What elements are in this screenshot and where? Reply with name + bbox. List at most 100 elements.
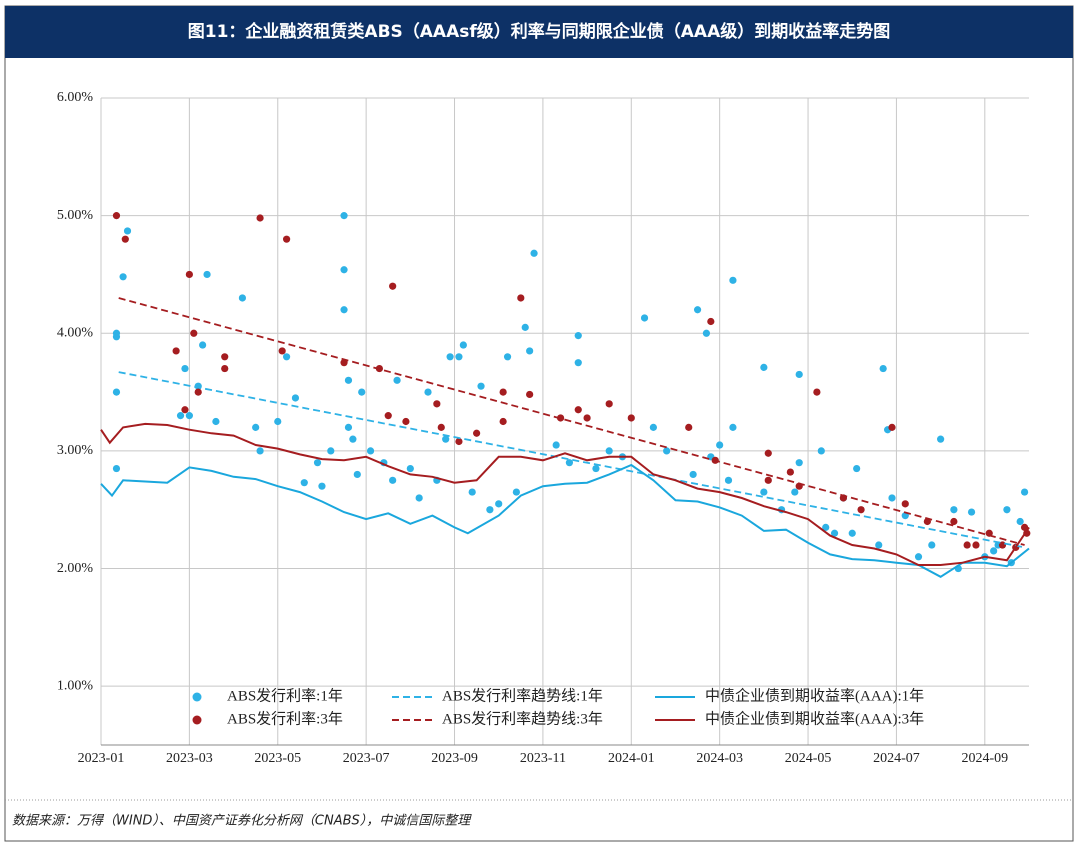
- scatter-point: [499, 417, 507, 426]
- scatter-point: [252, 423, 260, 431]
- frame: [4, 5, 1074, 842]
- legend-label: ABS发行利率趋势线:3年: [442, 710, 603, 727]
- scatter-point: [649, 423, 657, 431]
- scatter-point: [486, 506, 494, 514]
- x-tick-label: 2023-11: [520, 751, 566, 766]
- scatter-point: [521, 323, 529, 331]
- scatter-point: [914, 553, 923, 561]
- scatter-point: [455, 353, 463, 361]
- scatter-point: [123, 227, 132, 235]
- scatter-point: [353, 470, 361, 479]
- scatter-point: [433, 400, 441, 408]
- scatter-point: [349, 435, 357, 443]
- scatter-point: [212, 417, 220, 426]
- scatter-point: [605, 400, 613, 408]
- scatter-point: [574, 332, 582, 340]
- scatter-point: [256, 447, 264, 455]
- scatter-point: [1020, 488, 1029, 496]
- scatter-point: [185, 412, 193, 420]
- x-tick-label: 2023-03: [166, 751, 213, 766]
- scatter-point: [950, 506, 958, 514]
- scatter-point: [455, 437, 463, 446]
- x-tick-label: 2023-09: [431, 751, 478, 766]
- scatter-point: [366, 447, 375, 455]
- scatter-point: [185, 270, 193, 279]
- scatter-point: [928, 541, 936, 549]
- scatter-point: [707, 317, 715, 326]
- scatter-point: [424, 388, 432, 396]
- scatter-point: [685, 423, 693, 431]
- legend-label: ABS发行利率:3年: [227, 710, 343, 727]
- scatter-point: [468, 488, 476, 496]
- scatter-point: [888, 494, 896, 502]
- scatter-point: [112, 388, 121, 396]
- scatter-point: [795, 459, 803, 467]
- scatter-point: [822, 523, 830, 531]
- scatter-point: [967, 508, 976, 516]
- scatter-point: [313, 459, 322, 467]
- scatter-point: [574, 406, 582, 414]
- scatter-point: [442, 435, 450, 443]
- scatter-point: [875, 541, 883, 549]
- x-tick-label: 2024-05: [785, 751, 832, 766]
- scatter-point: [530, 249, 538, 257]
- scatter-point: [853, 464, 861, 473]
- legend-label: 中债企业债到期收益率(AAA):3年: [705, 709, 924, 727]
- scatter-point: [221, 364, 229, 373]
- scatter-point: [1016, 517, 1024, 526]
- scatter-point: [176, 412, 185, 420]
- scatter-point: [813, 388, 821, 396]
- x-tick-label: 2024-01: [608, 751, 655, 766]
- x-tick-label: 2024-09: [961, 751, 1008, 766]
- scatter-point: [283, 353, 291, 361]
- scatter-point: [327, 447, 335, 455]
- scatter-point: [760, 488, 768, 496]
- scatter-point: [1020, 523, 1029, 531]
- scatter-point: [283, 235, 291, 243]
- scatter-point: [274, 417, 282, 426]
- scatter-point: [203, 270, 211, 279]
- scatter-point: [764, 449, 772, 457]
- scatter-point: [503, 353, 512, 361]
- scatter-point: [199, 341, 207, 349]
- scatter-point: [499, 388, 507, 396]
- scatter-point: [172, 347, 180, 355]
- scatter-point: [344, 376, 353, 384]
- scatter-point: [389, 282, 397, 290]
- scatter-point: [112, 464, 121, 473]
- scatter-point: [477, 382, 485, 390]
- scatter-point: [791, 488, 799, 496]
- scatter-point: [340, 266, 348, 274]
- scatter-point: [729, 276, 737, 284]
- legend-label: ABS发行利率趋势线:1年: [442, 687, 603, 704]
- scatter-point: [1003, 506, 1011, 514]
- scatter-point: [119, 273, 127, 281]
- scatter-point: [340, 212, 348, 220]
- scatter-point: [526, 390, 534, 399]
- scatter-point: [574, 359, 582, 367]
- scatter-point: [300, 479, 308, 487]
- scatter-point: [256, 214, 264, 222]
- scatter-point: [318, 482, 326, 490]
- scatter-point: [393, 376, 401, 384]
- scatter-point: [990, 547, 998, 555]
- scatter-point: [817, 447, 825, 455]
- y-tick-label: 2.00%: [57, 561, 94, 576]
- scatter-point: [693, 306, 702, 314]
- trend-line: [118, 297, 1025, 546]
- scatter-point: [729, 423, 737, 431]
- scatter-point: [415, 494, 423, 502]
- scatter-point: [716, 441, 724, 449]
- scatter-point: [640, 314, 649, 322]
- scatter-point: [689, 470, 697, 479]
- scatter-point: [344, 423, 353, 431]
- legend-label: ABS发行利率:1年: [227, 687, 343, 704]
- scatter-point: [972, 541, 980, 549]
- scatter-point: [181, 406, 189, 414]
- scatter-point: [565, 459, 574, 467]
- legend-label: 中债企业债到期收益率(AAA):1年: [705, 686, 924, 704]
- scatter-point: [495, 500, 503, 508]
- scatter-point: [112, 329, 121, 337]
- scatter-point: [627, 414, 635, 422]
